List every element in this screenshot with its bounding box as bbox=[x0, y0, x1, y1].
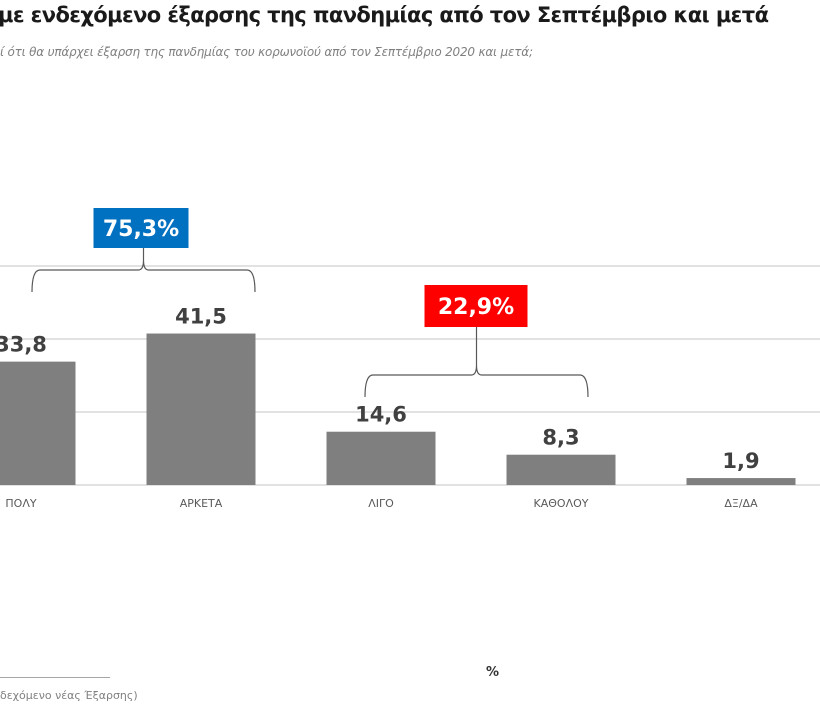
value-label: 8,3 bbox=[542, 426, 579, 450]
category-labels: ΠΟΛΥ ΑΡΚΕΤΑ ΛΙΓΟ ΚΑΘΟΛΟΥ ΔΞ/ΔΑ bbox=[5, 497, 758, 510]
value-label: 33,8 bbox=[0, 333, 47, 357]
bar bbox=[147, 334, 256, 485]
value-label: 14,6 bbox=[355, 403, 407, 427]
value-label: 41,5 bbox=[175, 305, 227, 329]
group-total-label: 75,3% bbox=[103, 217, 179, 242]
group-annotations: 75,3% 22,9% bbox=[32, 208, 588, 397]
bar bbox=[327, 432, 436, 485]
category-label: ΑΡΚΕΤΑ bbox=[180, 497, 223, 510]
curly-brace bbox=[365, 365, 588, 397]
footer-note: δεχόμενο νέας Έξαρσης) bbox=[0, 689, 138, 702]
category-label: ΛΙΓΟ bbox=[368, 497, 394, 510]
unit-label: % bbox=[486, 665, 499, 680]
bar bbox=[507, 455, 616, 485]
group-total-label: 22,9% bbox=[438, 295, 514, 320]
category-label: ΔΞ/ΔΑ bbox=[724, 497, 758, 510]
value-label: 1,9 bbox=[722, 449, 759, 473]
bar bbox=[0, 362, 76, 485]
bar bbox=[687, 478, 796, 485]
footer-divider bbox=[0, 677, 110, 678]
curly-brace bbox=[32, 260, 255, 292]
category-label: ΠΟΛΥ bbox=[5, 497, 36, 510]
category-label: ΚΑΘΟΛΟΥ bbox=[534, 497, 589, 510]
